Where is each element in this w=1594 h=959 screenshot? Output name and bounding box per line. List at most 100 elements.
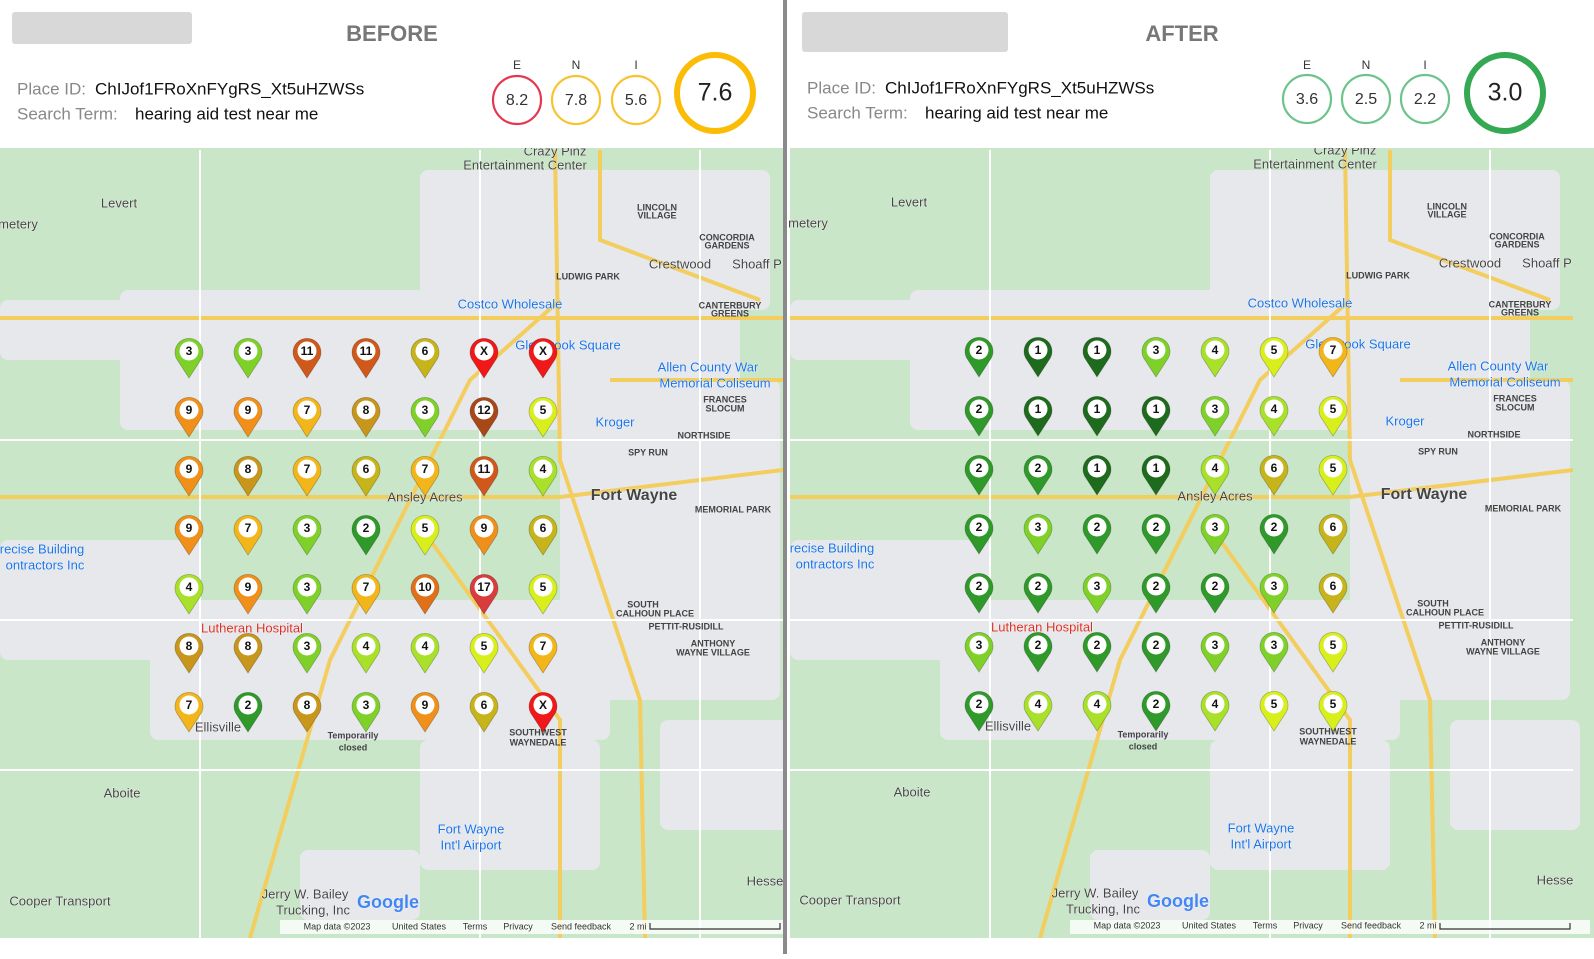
pin-rank: 4: [1035, 697, 1042, 711]
road: [0, 468, 783, 499]
pin-rank: 2: [976, 461, 983, 475]
map-label: CONCORDIA: [1489, 231, 1545, 241]
pin-rank: 8: [363, 403, 370, 417]
pin-rank: 4: [1094, 697, 1101, 711]
pin-rank: 10: [418, 580, 432, 594]
pin-rank: 6: [1271, 461, 1278, 475]
pin-rank: 2: [976, 579, 983, 593]
map-label: PETTIT-RUSIDILL: [649, 621, 724, 631]
map-label: FRANCES: [1493, 393, 1537, 403]
pin-rank: 2: [1035, 638, 1042, 652]
map-footer-text: United States: [392, 921, 447, 931]
map-label: WAYNEDALE: [1300, 736, 1357, 746]
map-label: CANTERBURY: [1489, 299, 1552, 309]
map-footer-text: Send feedback: [1341, 920, 1402, 930]
score-value: 7.8: [565, 92, 587, 109]
pin-rank: 7: [540, 639, 547, 653]
pin-center: [533, 518, 553, 538]
pin-rank: 8: [186, 639, 193, 653]
urban-area: [420, 170, 770, 310]
pin-center: [1028, 576, 1048, 596]
pin-rank: 2: [976, 402, 983, 416]
pin-center: [1205, 694, 1225, 714]
map-label: Ansley Acres: [387, 489, 463, 504]
map-label: Ansley Acres: [1177, 488, 1253, 503]
pin-center: [474, 341, 494, 361]
pin-rank: 6: [1330, 579, 1337, 593]
pin-center: [415, 341, 435, 361]
pin-center: [1264, 635, 1284, 655]
map-footer-bar: [1070, 920, 1590, 934]
pin-rank: 1: [1153, 461, 1160, 475]
score-value: 2.5: [1355, 91, 1377, 108]
pin-center: [179, 341, 199, 361]
score-value: 2.2: [1414, 91, 1436, 108]
panel-title: BEFORE: [346, 21, 438, 46]
pin-rank: 9: [186, 462, 193, 476]
map-label: VILLAGE: [1427, 209, 1466, 219]
pin-center: [474, 577, 494, 597]
road: [248, 298, 562, 938]
pin-center: [474, 459, 494, 479]
road: [1388, 150, 1551, 302]
pin-rank: 7: [1330, 343, 1337, 357]
panel: AFTER Place ID: ChIJof1FRoXnFYgRS_Xt5uHZWS…: [788, 12, 1594, 938]
pin-center: [1087, 340, 1107, 360]
urban-area: [660, 720, 783, 830]
road: [428, 538, 562, 938]
pin-rank: 5: [1330, 638, 1337, 652]
pin-center: [969, 694, 989, 714]
pin-center: [1264, 576, 1284, 596]
pin-rank: 3: [1212, 402, 1219, 416]
pin-rank: 6: [540, 521, 547, 535]
map-label: Aboite: [894, 784, 931, 799]
pin-rank: 2: [1035, 579, 1042, 593]
pin-center: [356, 400, 376, 420]
pin-rank: X: [539, 698, 547, 712]
pin-rank: 9: [186, 521, 193, 535]
score-letter: N: [1362, 58, 1371, 72]
pin-center: [1264, 694, 1284, 714]
map-label: SOUTH: [627, 599, 659, 609]
pin-center: [238, 636, 258, 656]
pin-center: [238, 459, 258, 479]
pin-rank: 2: [976, 520, 983, 534]
map-label: Ellisville: [985, 718, 1031, 733]
map-footer-text: Map data ©2023: [1094, 920, 1161, 930]
pin-rank: 3: [304, 521, 311, 535]
pin-rank: 8: [304, 698, 311, 712]
map-footer-text: Map data ©2023: [304, 921, 371, 931]
map-label: closed: [339, 742, 368, 752]
map-label: Cooper Transport: [799, 892, 901, 907]
pin-rank: 4: [540, 462, 547, 476]
pin-center: [1323, 576, 1343, 596]
pin-center: [356, 577, 376, 597]
map-label: CANTERBURY: [699, 300, 762, 310]
map-label: Levert: [101, 195, 138, 210]
pin-center: [969, 576, 989, 596]
pin-center: [533, 695, 553, 715]
score-ring: [1281, 73, 1333, 125]
map-label: Kroger: [595, 414, 635, 429]
pin-center: [1146, 399, 1166, 419]
pin-rank: 4: [1271, 402, 1278, 416]
pin-center: [415, 695, 435, 715]
pin-rank: 3: [1094, 579, 1101, 593]
pin-rank: 9: [186, 403, 193, 417]
pin-center: [297, 695, 317, 715]
score-value: 3.6: [1296, 91, 1318, 108]
road: [553, 149, 647, 938]
map-label: Cooper Transport: [9, 893, 111, 908]
pin-rank: 7: [304, 462, 311, 476]
pin-rank: 3: [422, 403, 429, 417]
road: [1218, 538, 1352, 938]
score-ring: [1340, 73, 1392, 125]
pin-rank: 5: [1330, 697, 1337, 711]
pin-center: [969, 517, 989, 537]
place-id: ChIJof1FRoXnFYgRS_Xt5uHZWSs: [95, 79, 364, 98]
map-label: Lutheran Hospital: [991, 619, 1093, 634]
score-ring: [550, 74, 602, 126]
pin-rank: 9: [481, 521, 488, 535]
